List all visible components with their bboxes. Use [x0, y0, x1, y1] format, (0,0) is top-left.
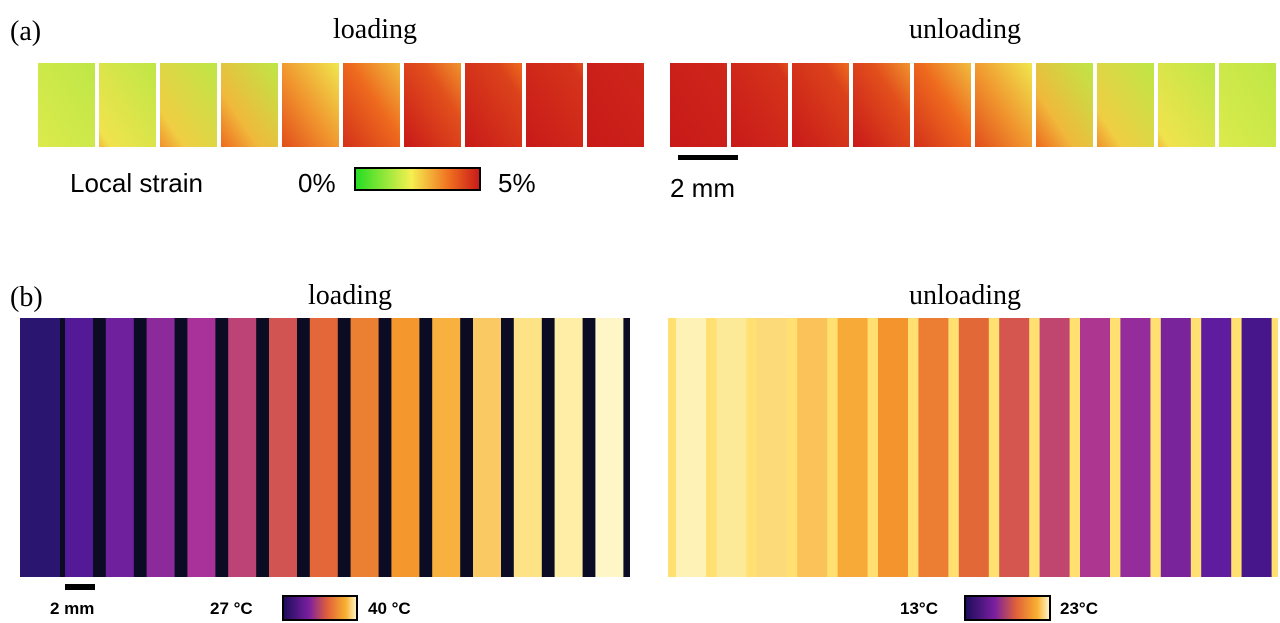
scale-label: 2 mm	[50, 599, 94, 618]
thermal-strip	[1120, 318, 1150, 577]
colorbar-min: 0%	[298, 168, 336, 198]
strain-tile	[282, 63, 339, 147]
thermal-strip	[797, 318, 827, 577]
strain-tile	[160, 63, 217, 147]
colorbar-max: 40 °C	[368, 599, 411, 618]
thermal-strip	[838, 318, 868, 577]
colorbar	[283, 596, 357, 620]
panel-label: (b)	[10, 282, 43, 313]
strain-tile	[404, 63, 461, 147]
colorbar	[355, 168, 480, 190]
colorbar	[965, 596, 1050, 620]
thermal-strip	[473, 318, 501, 577]
thermal-strip	[676, 318, 706, 577]
figure: (a) loading unloading Local strain 0% 5%…	[0, 0, 1280, 623]
strain-tile	[670, 63, 727, 147]
panel-title: unloading	[909, 14, 1021, 45]
thermal-strip	[147, 318, 175, 577]
strain-tile	[1219, 63, 1276, 147]
strain-tile	[914, 63, 971, 147]
thermal-strip	[757, 318, 787, 577]
panel-title: loading	[308, 280, 392, 311]
thermal-strip	[1201, 318, 1231, 577]
thermal-strip	[1242, 318, 1272, 577]
scale-bar	[65, 584, 95, 590]
colorbar-min: 13°C	[900, 599, 938, 618]
strain-tile	[1158, 63, 1215, 147]
strain-tile	[731, 63, 788, 147]
panel-title: unloading	[909, 280, 1021, 311]
thermal-strip	[595, 318, 623, 577]
colorbar-title: Local strain	[70, 168, 203, 198]
thermal-strip	[1161, 318, 1191, 577]
thermal-strip	[106, 318, 134, 577]
strain-tile	[1097, 63, 1154, 147]
thermal-strip	[1080, 318, 1110, 577]
thermal-strip	[187, 318, 215, 577]
colorbar-max: 23°C	[1060, 599, 1098, 618]
thermal-strip	[310, 318, 338, 577]
thermal-strip	[20, 318, 60, 577]
colorbar-max: 5%	[498, 168, 536, 198]
scale-label: 2 mm	[670, 173, 735, 203]
strain-tile	[975, 63, 1032, 147]
thermal-strip	[228, 318, 256, 577]
thermal-strip	[999, 318, 1029, 577]
thermal-strip	[918, 318, 948, 577]
strain-tile	[792, 63, 849, 147]
thermal-strip	[269, 318, 297, 577]
thermal-strip	[65, 318, 93, 577]
panel-label: (a)	[10, 16, 41, 47]
strain-tile	[99, 63, 156, 147]
thermal-strip	[959, 318, 989, 577]
strain-tile	[343, 63, 400, 147]
thermal-strip	[432, 318, 460, 577]
thermal-strip	[391, 318, 419, 577]
thermal-strip	[1040, 318, 1070, 577]
thermal-strip	[555, 318, 583, 577]
strain-tile	[526, 63, 583, 147]
strain-tile	[38, 63, 95, 147]
thermal-strip	[716, 318, 746, 577]
colorbar-min: 27 °C	[210, 599, 253, 618]
scale-bar	[678, 155, 738, 160]
panel-title: loading	[333, 14, 417, 45]
strain-tile	[1036, 63, 1093, 147]
thermal-strip	[878, 318, 908, 577]
thermal-strip	[351, 318, 379, 577]
strain-tile	[587, 63, 644, 147]
strain-tile	[221, 63, 278, 147]
strain-tile	[465, 63, 522, 147]
thermal-strip	[514, 318, 542, 577]
strain-tile	[853, 63, 910, 147]
